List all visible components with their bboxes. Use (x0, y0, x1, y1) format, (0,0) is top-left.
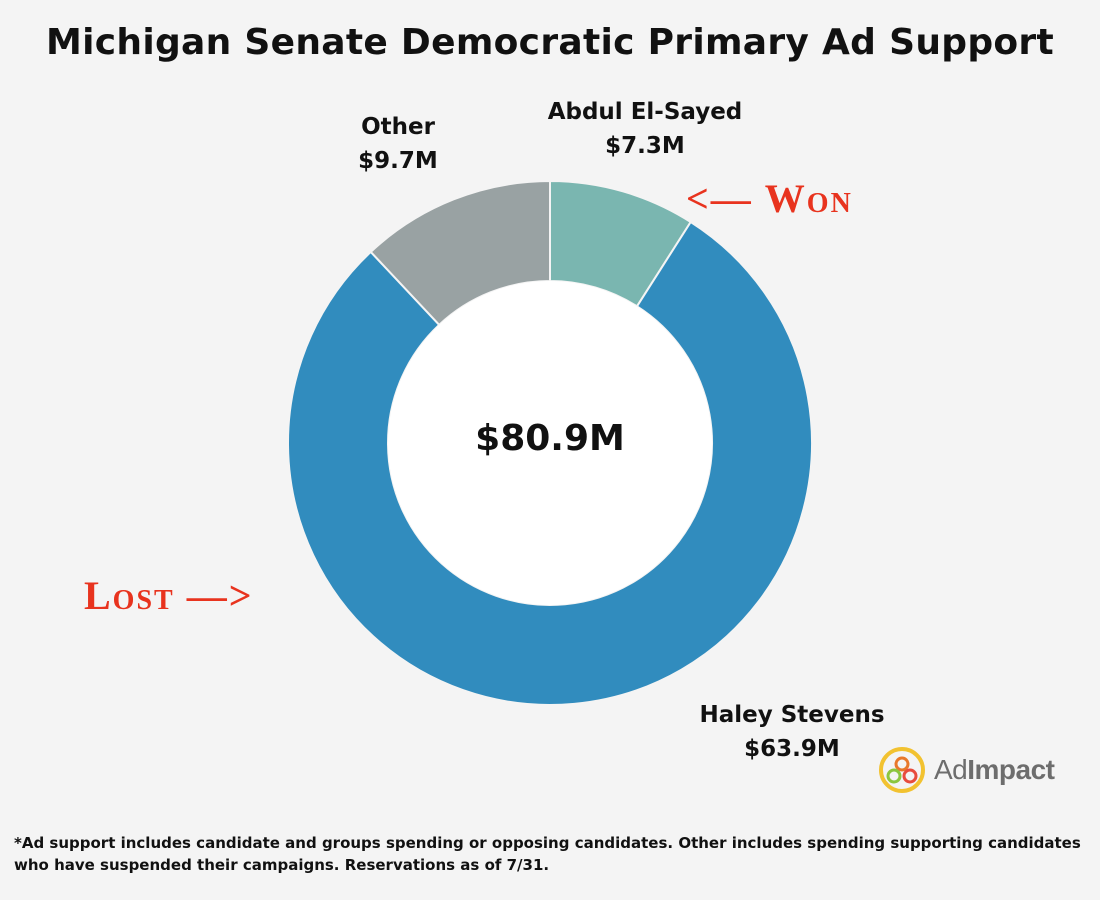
footnote: *Ad support includes candidate and group… (14, 832, 1094, 876)
won-annotation: <— Won (686, 175, 853, 222)
slice-name-el-sayed: Abdul El-Sayed (547, 99, 743, 125)
slice-label-el-sayed: Abdul El-Sayed $7.3M (520, 95, 770, 163)
adimpact-logo: AdImpact (878, 745, 1055, 795)
footnote-line-1: *Ad support includes candidate and group… (14, 834, 1081, 852)
slice-label-stevens: Haley Stevens $63.9M (672, 698, 912, 766)
slice-value-el-sayed: $7.3M (605, 133, 685, 159)
slice-label-other: Other $9.7M (318, 110, 478, 178)
footnote-line-2: who have suspended their campaigns. Rese… (14, 856, 550, 874)
logo-text-regular: Ad (934, 754, 968, 785)
lost-annotation: Lost —> (84, 572, 254, 619)
lost-label: Lost (84, 573, 175, 618)
slice-name-other: Other (361, 114, 435, 140)
slice-value-stevens: $63.9M (744, 736, 840, 762)
won-label: Won (764, 176, 853, 221)
slice-name-stevens: Haley Stevens (699, 702, 885, 728)
donut-hole (388, 281, 712, 605)
lost-arrow: —> (186, 573, 254, 618)
center-total-label: $80.9M (475, 418, 625, 459)
adimpact-logo-icon (879, 747, 925, 793)
logo-text: AdImpact (934, 754, 1055, 786)
slice-value-other: $9.7M (358, 148, 438, 174)
won-arrow: <— (686, 176, 753, 221)
chart-title: Michigan Senate Democratic Primary Ad Su… (46, 22, 1054, 63)
logo-text-bold: Impact (967, 754, 1055, 785)
